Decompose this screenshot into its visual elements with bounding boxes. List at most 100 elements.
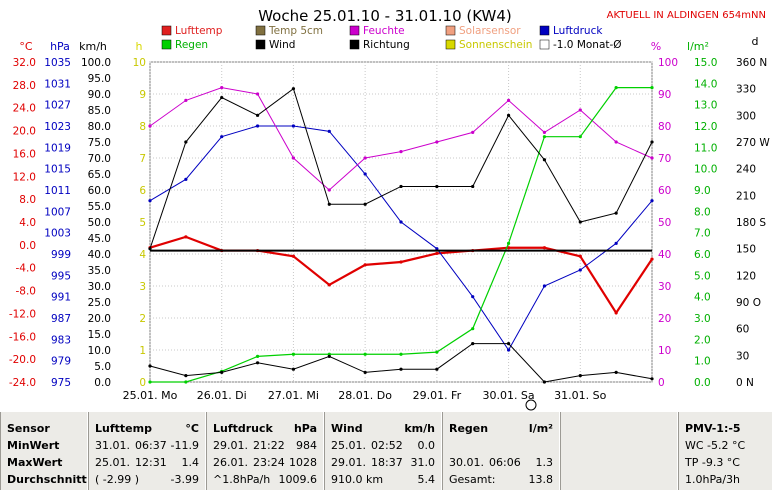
series-point-luftdruck xyxy=(650,199,654,203)
x-axis-labels: 25.01. Mo 26.01. Di 27.01. Mi 28.01. Do 29.0… xyxy=(123,389,607,402)
lm2-tick-label: 4.0 xyxy=(694,292,711,304)
hpa-tick-label: 1015 xyxy=(44,164,71,176)
series-point-feuchte xyxy=(542,130,547,134)
series-point-luftdruck xyxy=(291,124,296,128)
series-point-luftdruck xyxy=(578,268,582,272)
series-point-richtung xyxy=(435,184,439,189)
h-tick-label: 3 xyxy=(139,281,146,293)
h-unit: h xyxy=(136,40,143,53)
live-link[interactable]: AKTUELL IN ALDINGEN 654mNN xyxy=(607,10,766,21)
temp-tick-label: 28.0 xyxy=(13,80,36,92)
hpa-tick-label: 999 xyxy=(51,249,71,261)
weather-chart: Woche 25.01.10 - 31.01.10 (KW4) AKTUELL … xyxy=(0,0,772,412)
kmh-tick-label: 70.0 xyxy=(88,153,111,165)
dir-tick-label: 60 xyxy=(736,324,749,336)
legend-label: Lufttemp xyxy=(175,25,223,37)
temp-tick-label: -4.0 xyxy=(16,263,37,275)
temp-tick-label: 0.0 xyxy=(19,240,36,252)
sensor-row-min: MinWert xyxy=(7,439,60,452)
legend-swatch xyxy=(161,25,172,36)
series-point-regen xyxy=(291,352,296,356)
lm2-tick-label: 13.0 xyxy=(694,100,717,112)
series-point-richtung xyxy=(363,202,367,206)
series-point-wind xyxy=(148,364,152,368)
series-point-luftdruck xyxy=(471,295,475,299)
lm2-tick-label: 6.0 xyxy=(694,249,711,261)
series-point-lufttemp xyxy=(542,246,547,250)
series-point-wind xyxy=(184,374,188,378)
time-marker-icon[interactable] xyxy=(525,399,537,411)
press-max-time: 23:24 xyxy=(253,456,285,469)
h-tick-label: 10 xyxy=(133,57,146,69)
series-point-lufttemp xyxy=(578,254,582,258)
series-point-feuchte xyxy=(291,156,296,160)
rain-column: Regen l/m² 30.01. 06:06 1.3 Gesamt: 13.8 xyxy=(442,412,560,490)
series-point-richtung xyxy=(506,113,511,117)
hpa-tick-label: 995 xyxy=(51,270,71,282)
series-point-richtung xyxy=(148,247,152,251)
temp-column: Lufttemp °C 31.01. 06:37 -11.9 25.01. 12… xyxy=(88,412,206,490)
series-point-regen xyxy=(614,86,618,90)
press-min-value: 984 xyxy=(296,439,317,452)
kmh-tick-label: 75.0 xyxy=(88,137,111,149)
temp-avg-value: -3.99 xyxy=(170,473,199,486)
kmh-tick-label: 35.0 xyxy=(88,265,111,277)
series-point-feuchte xyxy=(650,156,654,160)
pmv-trend: 1.0hPa/3h xyxy=(685,473,741,486)
hpa-tick-label: 1031 xyxy=(44,78,71,90)
pct-tick-label: 60 xyxy=(658,185,671,197)
lm2-tick-label: 5.0 xyxy=(694,270,711,282)
dir-tick-label: 330 xyxy=(736,84,756,96)
hpa-unit: hPa xyxy=(50,40,70,53)
series-point-feuchte xyxy=(327,188,331,192)
legend-label: Temp 5cm xyxy=(268,25,323,37)
temp-tick-label: 16.0 xyxy=(13,148,36,160)
series-point-feuchte xyxy=(578,108,582,112)
temp-unit: °C xyxy=(19,40,33,53)
kmh-tick-label: 95.0 xyxy=(88,73,111,85)
rain-max-date: 30.01. xyxy=(449,456,484,469)
legend-swatch xyxy=(539,39,550,50)
h-tick-label: 7 xyxy=(139,153,146,165)
dir-tick-label: 30 xyxy=(736,350,749,362)
temp-col-unit: °C xyxy=(185,422,199,435)
series-point-feuchte xyxy=(220,86,224,90)
series-point-luftdruck xyxy=(148,199,152,203)
series-point-luftdruck xyxy=(542,284,547,288)
sensor-title: Sensor xyxy=(7,422,50,435)
wind-max-time: 18:37 xyxy=(371,456,403,469)
series-point-luftdruck xyxy=(435,247,439,251)
series-point-regen xyxy=(542,135,547,139)
series-point-regen xyxy=(363,352,367,356)
series-point-lufttemp xyxy=(184,235,188,239)
time-marker[interactable] xyxy=(525,399,537,411)
series-point-regen xyxy=(506,241,511,245)
press-max-date: 26.01. xyxy=(213,456,248,469)
series-point-wind xyxy=(578,374,582,378)
series-point-wind xyxy=(650,377,654,381)
series-point-feuchte xyxy=(184,98,188,102)
press-avg-value: 1009.6 xyxy=(278,473,318,486)
temp-col-title: Lufttemp xyxy=(95,422,152,435)
temp-avg-note: ( -2.99 ) xyxy=(95,473,140,486)
day-label: 30.01. Sa xyxy=(482,389,534,402)
series-point-wind xyxy=(435,367,439,371)
legend-label: Solarsensor xyxy=(459,25,521,37)
lm2-tick-label: 0.0 xyxy=(694,377,711,389)
h-tick-label: 0 xyxy=(139,377,146,389)
press-min-date: 29.01. xyxy=(213,439,248,452)
kmh-tick-label: 100.0 xyxy=(81,57,111,69)
series-point-richtung xyxy=(578,220,582,224)
kmh-tick-label: 20.0 xyxy=(88,313,111,325)
series-point-regen xyxy=(399,352,403,356)
temp-tick-label: 20.0 xyxy=(13,126,36,138)
h-tick-label: 4 xyxy=(139,249,146,261)
chart-title: Woche 25.01.10 - 31.01.10 (KW4) xyxy=(258,7,512,25)
kmh-tick-label: 5.0 xyxy=(94,361,111,373)
series-point-richtung xyxy=(471,184,475,189)
hpa-tick-label: 1007 xyxy=(44,206,71,218)
pct-tick-label: 10 xyxy=(658,345,671,357)
press-col-title: Luftdruck xyxy=(213,422,273,435)
legend-swatch xyxy=(539,25,550,36)
temp-max-time: 12:31 xyxy=(135,456,167,469)
